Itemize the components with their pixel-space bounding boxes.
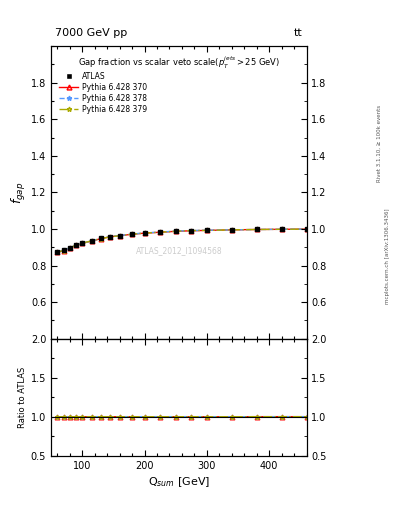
X-axis label: Q$_{sum}$ [GeV]: Q$_{sum}$ [GeV] [148, 475, 210, 488]
Text: tt: tt [294, 28, 303, 38]
Text: ATLAS_2012_I1094568: ATLAS_2012_I1094568 [136, 246, 222, 255]
Text: Gap fraction vs scalar veto scale($p_T^{jets}>25$ GeV): Gap fraction vs scalar veto scale($p_T^{… [78, 55, 280, 71]
Y-axis label: Ratio to ATLAS: Ratio to ATLAS [18, 367, 27, 428]
Legend: ATLAS, Pythia 6.428 370, Pythia 6.428 378, Pythia 6.428 379: ATLAS, Pythia 6.428 370, Pythia 6.428 37… [57, 70, 149, 115]
Text: 7000 GeV pp: 7000 GeV pp [55, 28, 127, 38]
Text: Rivet 3.1.10, ≥ 100k events: Rivet 3.1.10, ≥ 100k events [377, 105, 382, 182]
Text: mcplots.cern.ch [arXiv:1306.3436]: mcplots.cern.ch [arXiv:1306.3436] [385, 208, 389, 304]
Y-axis label: $f_{gap}$: $f_{gap}$ [10, 181, 28, 204]
